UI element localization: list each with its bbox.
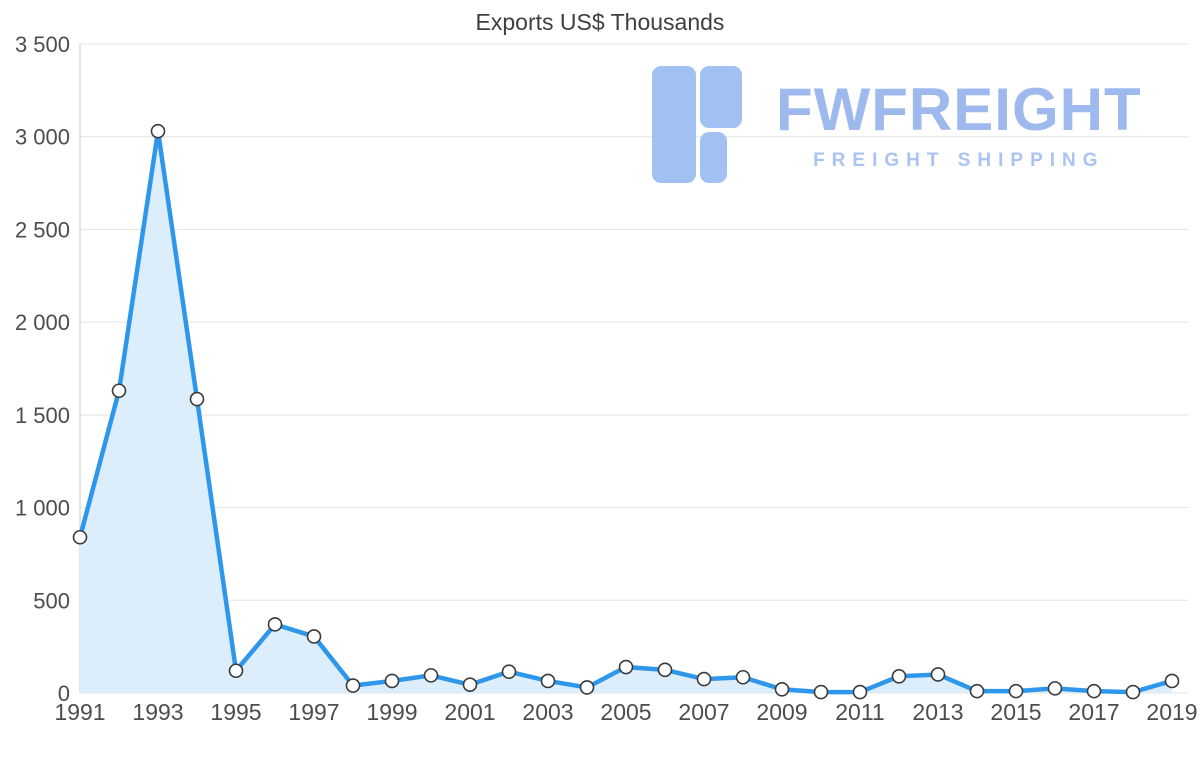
data-point-marker [150,123,166,139]
data-point-marker [501,664,517,679]
data-point-marker [267,617,283,632]
x-axis-label: 2007 [678,699,729,725]
logo-wordmark: FWFREIGHT [776,76,1142,143]
chart-title: Exports US$ Thousands [475,9,725,35]
y-axis-label: 3 500 [15,32,70,57]
x-axis-label: 1997 [288,699,339,725]
y-axis-label: 0 [58,681,70,706]
data-point-marker [72,529,88,545]
fwfreight-logo-icon [652,66,742,183]
x-axis-label: 1995 [210,699,261,725]
data-point-marker [852,684,868,700]
x-axis-label: 2011 [835,699,884,725]
data-point-marker [735,669,751,685]
data-point-marker [1086,683,1102,699]
x-axis-label: 2003 [522,699,573,725]
data-point-marker [111,383,127,399]
data-point-marker [657,662,673,678]
data-point-marker [306,629,322,644]
series-area-fill [80,131,1172,693]
x-axis-label: 1991 [54,699,105,725]
data-point-marker [969,683,985,699]
data-point-marker [228,663,244,679]
data-point-marker [1125,684,1141,700]
data-point-marker [579,680,595,695]
x-axis-label: 1993 [132,699,183,725]
data-point-marker [384,673,400,689]
x-axis-label: 2019 [1146,699,1197,725]
y-axis-label: 1 500 [15,403,70,428]
x-axis-label: 2009 [756,699,807,725]
x-axis-label: 2013 [912,699,963,725]
y-axis-label: 2 000 [15,310,70,335]
x-axis-label: 2001 [444,699,495,725]
y-axis-label: 3 000 [15,125,70,150]
data-point-marker [774,681,790,697]
logo-text-block: FWFREIGHT FREIGHT SHIPPING [776,62,1142,172]
logo-tagline: FREIGHT SHIPPING [813,150,1105,171]
data-point-marker [540,673,556,689]
data-point-marker [696,671,712,687]
series-line [77,128,1175,695]
data-point-marker [189,391,205,407]
data-point-marker [345,678,361,693]
x-axis-label: 2017 [1068,699,1119,725]
y-axis-label: 1 000 [15,496,70,521]
data-point-marker [1164,673,1180,689]
data-point-marker [462,677,478,692]
data-point-marker [1047,681,1063,696]
y-axis-label: 500 [33,588,70,613]
fwfreight-logo: FWFREIGHT FREIGHT SHIPPING [648,62,1142,187]
data-point-marker [1008,683,1024,699]
data-point-marker [930,667,946,682]
data-point-marker [813,684,829,700]
data-point-marker [423,668,439,683]
y-axis-label: 2 500 [15,217,70,242]
data-point-marker [891,669,907,684]
x-axis-label: 1999 [366,699,417,725]
x-axis-label: 2015 [990,699,1041,725]
x-axis-label: 2005 [600,699,651,725]
data-point-marker [618,659,634,675]
